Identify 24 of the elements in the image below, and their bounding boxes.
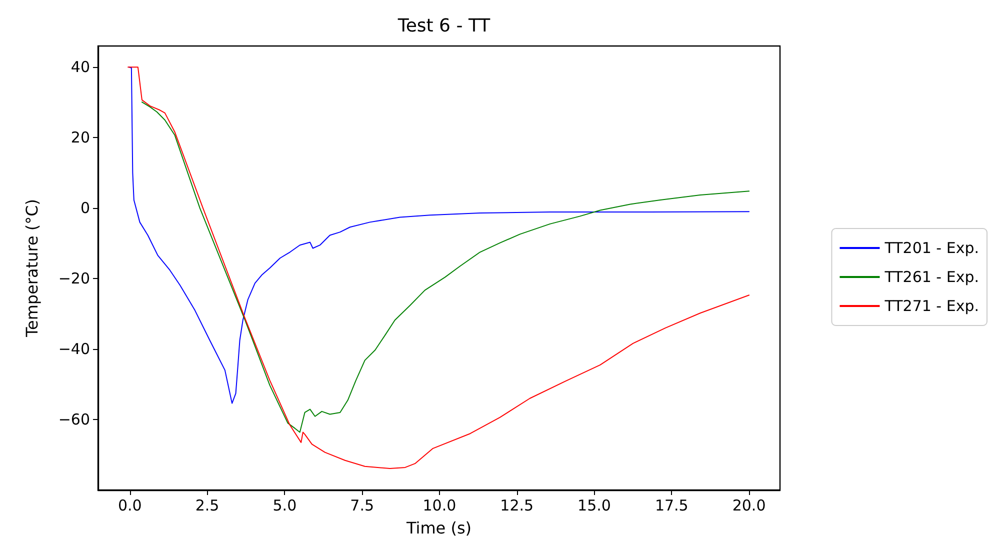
legend-label: TT261 - Exp. — [884, 268, 980, 286]
legend-label: TT271 - Exp. — [884, 297, 980, 315]
x-tick-label: 15.0 — [578, 496, 611, 514]
y-tick-label: 40 — [70, 58, 90, 76]
x-tick-label: 12.5 — [500, 496, 534, 514]
x-axis-title: Time (s) — [405, 518, 472, 538]
y-tick-label: −60 — [58, 410, 90, 429]
chart-title: Test 6 - TT — [396, 16, 492, 36]
y-axis-title: Temperature (°C) — [22, 198, 42, 338]
x-tick-label: 17.5 — [654, 496, 688, 514]
y-tick-label: −20 — [58, 270, 90, 288]
y-tick-label: −40 — [58, 340, 90, 358]
x-tick-label: 5.0 — [272, 496, 297, 514]
x-tick-label: 0.0 — [118, 496, 142, 514]
x-tick-label: 7.5 — [350, 496, 374, 514]
x-tick-label: 2.5 — [195, 496, 220, 514]
line-series — [128, 66, 750, 404]
x-tick-label: 10.0 — [422, 496, 456, 514]
y-tick-label: 0 — [80, 199, 90, 218]
x-tick-label: 20.0 — [732, 496, 766, 514]
legend-label: TT201 - Exp. — [884, 239, 980, 257]
line-series — [141, 102, 750, 433]
line-series — [128, 66, 750, 470]
y-tick-label: 20 — [70, 128, 90, 147]
